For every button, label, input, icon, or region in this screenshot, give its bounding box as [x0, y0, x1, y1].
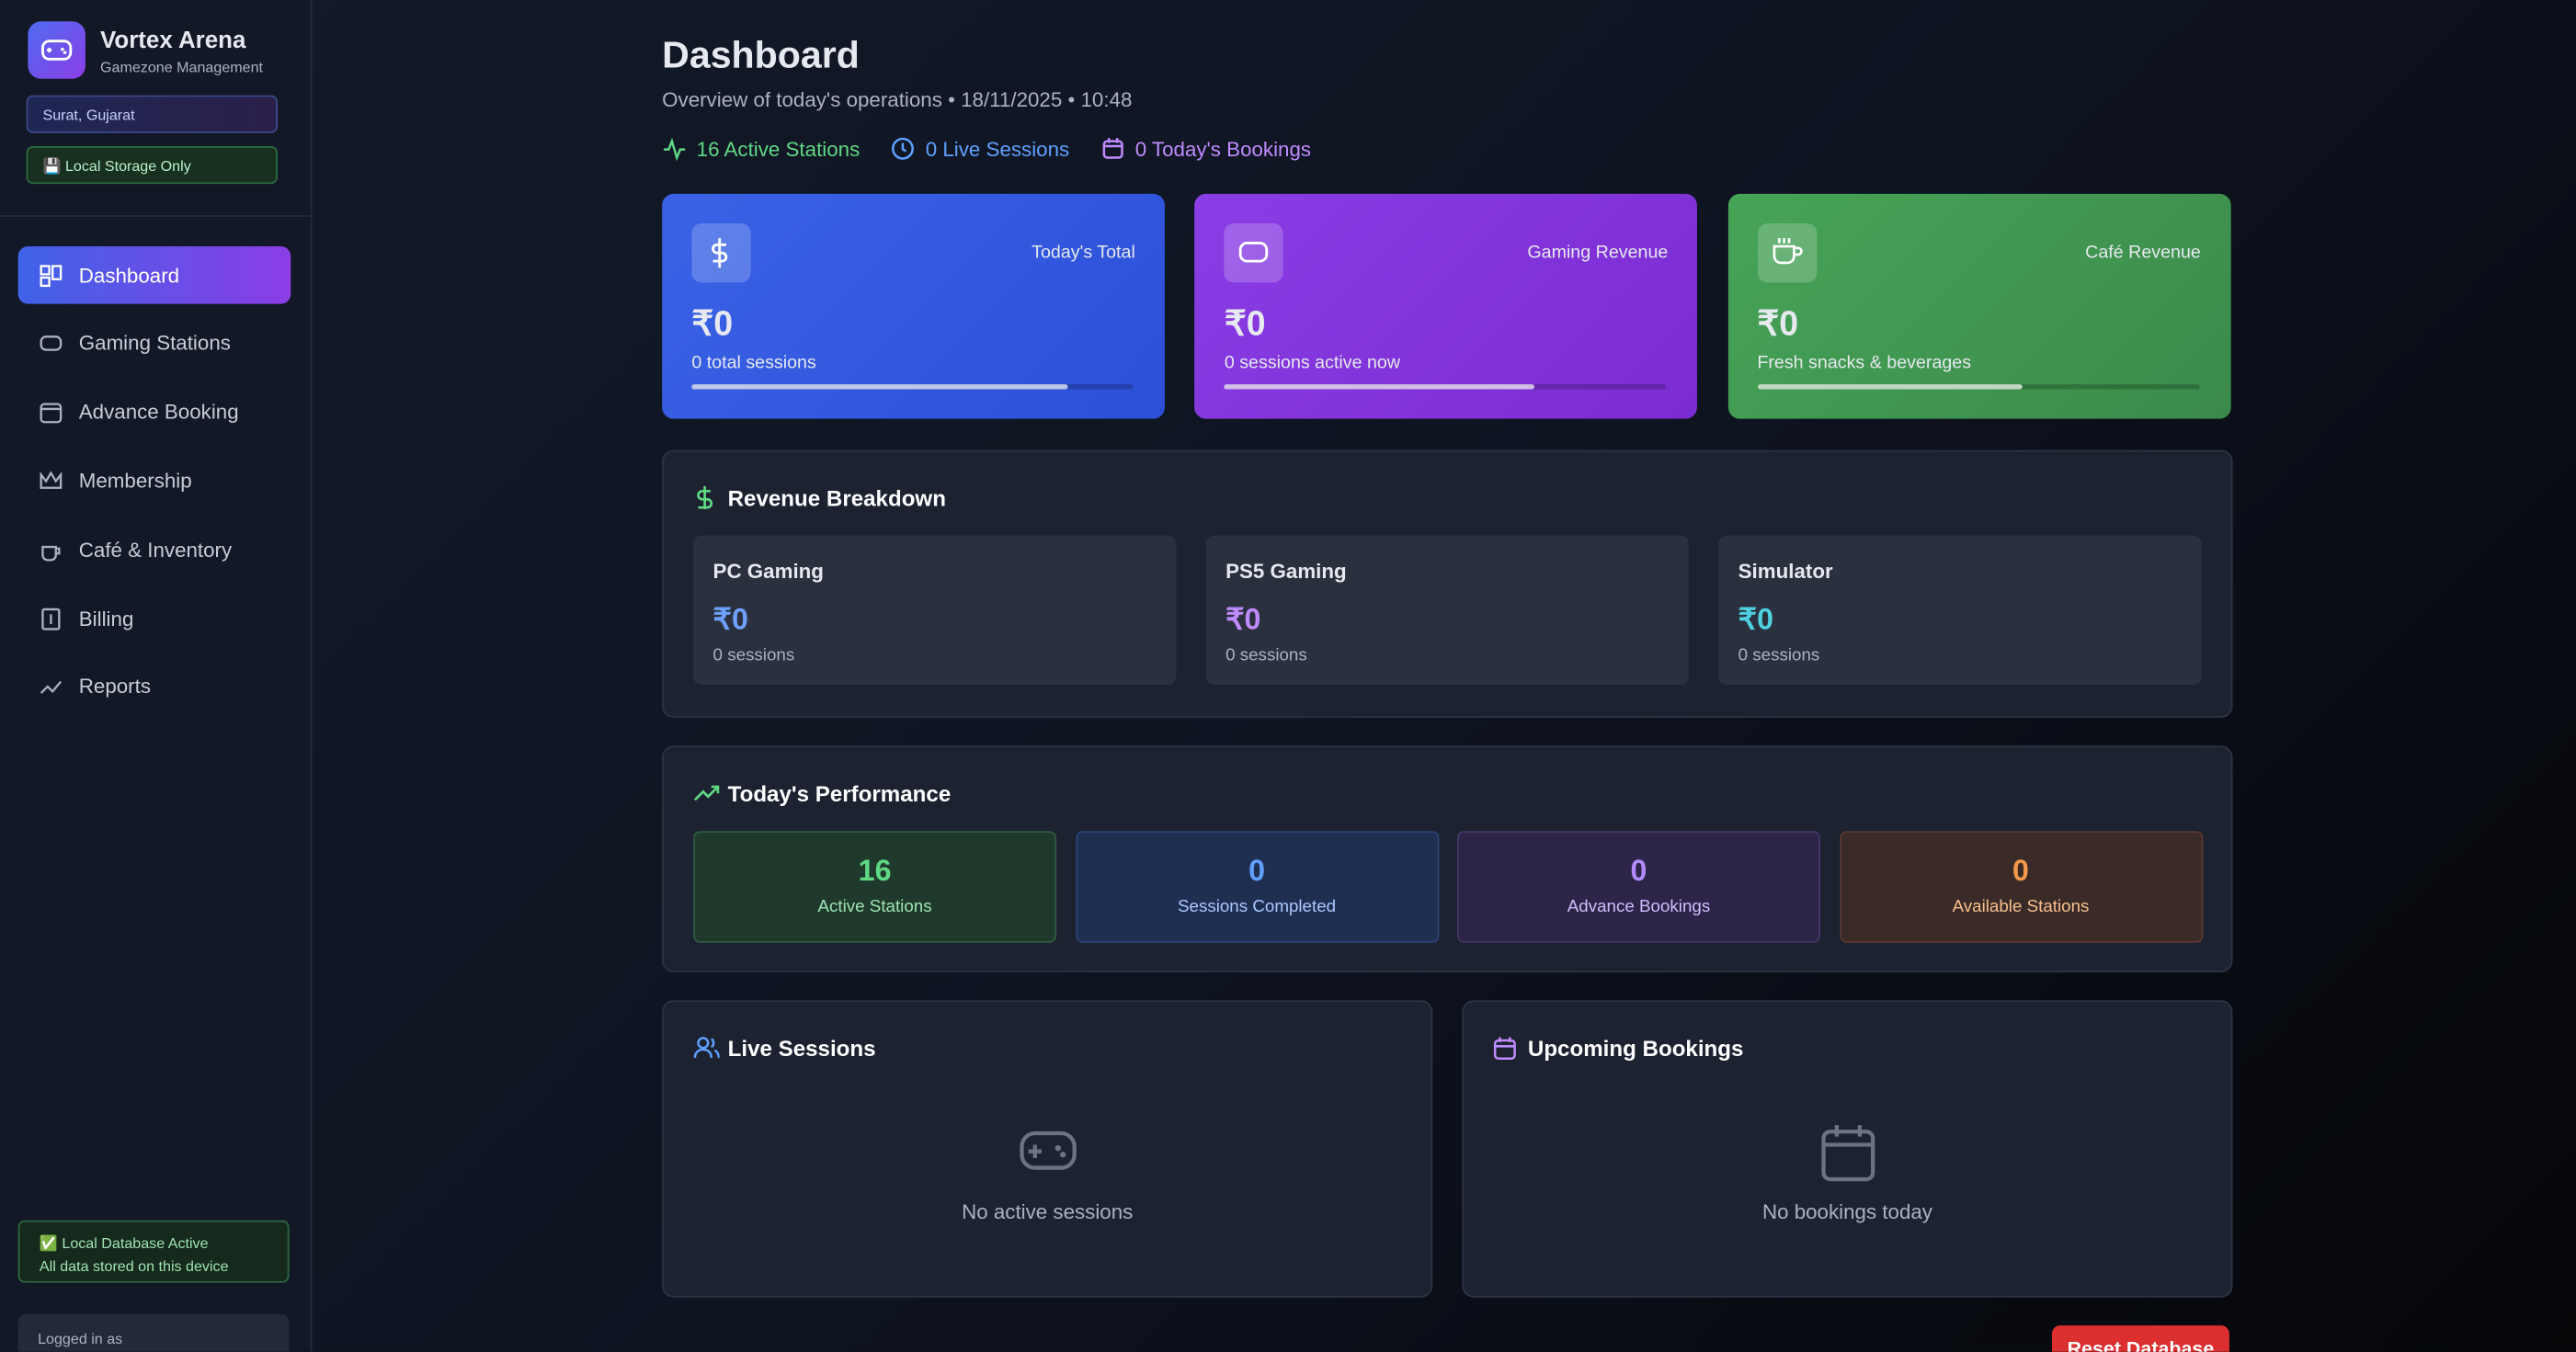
- sidebar: Vortex Arena Gamezone Management Surat, …: [0, 0, 313, 1352]
- item-sessions: 0 sessions: [712, 645, 795, 665]
- progress-track: [1757, 384, 2200, 390]
- nav-item[interactable]: Gaming Stations: [18, 315, 291, 373]
- progress-fill: [1757, 384, 2023, 390]
- card-label: Café Revenue: [2085, 243, 2201, 263]
- performance-item: 0 Sessions Completed: [1075, 831, 1439, 943]
- stat-card: Today's Total ₹0 0 total sessions: [662, 193, 1165, 419]
- revenue-item: Simulator ₹0 0 sessions: [1718, 535, 2202, 686]
- badge-text: 0 Live Sessions: [925, 137, 1070, 161]
- db-note: All data stored on this device: [39, 1257, 229, 1275]
- revenue-item: PC Gaming ₹0 0 sessions: [693, 535, 1177, 686]
- nav-item[interactable]: Membership: [18, 452, 291, 510]
- item-name: Simulator: [1738, 560, 1833, 584]
- performance-item: 16 Active Stations: [693, 831, 1057, 943]
- perf-value: 16: [858, 854, 892, 887]
- item-name: PS5 Gaming: [1225, 560, 1347, 584]
- card-label: Gaming Revenue: [1527, 243, 1669, 263]
- performance-item: 0 Advance Bookings: [1457, 831, 1820, 943]
- item-value: ₹0: [1738, 602, 1773, 636]
- revenue-item: PS5 Gaming ₹0 0 sessions: [1205, 535, 1690, 686]
- nav-item[interactable]: Dashboard: [17, 246, 291, 304]
- progress-fill: [691, 384, 1067, 390]
- progress-track: [691, 384, 1134, 390]
- panel-title: Today's Performance: [727, 781, 952, 807]
- nav-item[interactable]: Advance Booking: [18, 383, 291, 441]
- item-value: ₹0: [1225, 602, 1261, 636]
- badge: 16 Active Stations: [662, 136, 861, 162]
- progress-fill: [1224, 384, 1534, 390]
- reset-button[interactable]: Reset Database: [2051, 1325, 2229, 1352]
- item-value: ₹0: [712, 602, 748, 636]
- card-note: 0 total sessions: [691, 353, 816, 373]
- nav-label: Gaming Stations: [78, 332, 231, 356]
- card-value: ₹0: [691, 305, 734, 344]
- user-box[interactable]: Logged in as: [17, 1313, 290, 1352]
- perf-label: Active Stations: [817, 896, 932, 917]
- progress-track: [1224, 384, 1667, 390]
- perf-value: 0: [2012, 854, 2029, 887]
- empty-text: No bookings today: [1761, 1200, 1932, 1224]
- db-status-text: ✅ Local Database Active: [39, 1234, 209, 1252]
- perf-label: Available Stations: [1952, 896, 2090, 917]
- performance-panel: Today's Performance 16 Active Stations 0…: [662, 745, 2233, 972]
- card-label: Today's Total: [1032, 243, 1135, 263]
- card-value: ₹0: [1224, 305, 1266, 344]
- badge-text: 0 Today's Bookings: [1134, 137, 1312, 161]
- nav-label: Advance Booking: [78, 401, 239, 425]
- perf-value: 0: [1248, 854, 1265, 887]
- card-icon: [1757, 223, 1817, 283]
- brand-subtitle: Gamezone Management: [100, 59, 264, 76]
- divider: [0, 215, 311, 217]
- badges: 16 Active Stations 0 Live Sessions 0 Tod…: [662, 136, 1311, 162]
- nav-label: Membership: [78, 469, 192, 493]
- location: Surat, Gujarat: [26, 95, 279, 133]
- page-title: Dashboard: [662, 32, 860, 76]
- nav-item[interactable]: Billing: [18, 590, 291, 648]
- card-icon: [1224, 223, 1284, 283]
- nav-label: Billing: [78, 607, 134, 631]
- badge: 0 Live Sessions: [891, 136, 1069, 161]
- storage-badge: 💾 Local Storage Only: [26, 146, 279, 185]
- nav-label: Café & Inventory: [78, 538, 233, 562]
- nav-item[interactable]: Café & Inventory: [18, 521, 291, 579]
- badge: 0 Today's Bookings: [1100, 136, 1311, 161]
- item-name: PC Gaming: [712, 560, 824, 584]
- panel-title: Upcoming Bookings: [1527, 1036, 1744, 1062]
- badge-text: 16 Active Stations: [696, 137, 861, 161]
- nav-item[interactable]: Reports: [18, 658, 291, 716]
- stat-card: Gaming Revenue ₹0 0 sessions active now: [1194, 193, 1698, 419]
- card-note: 0 sessions active now: [1224, 353, 1401, 373]
- perf-label: Advance Bookings: [1567, 896, 1711, 917]
- nav-label: Reports: [78, 675, 152, 699]
- revenue-panel: Revenue Breakdown PC Gaming ₹0 0 session…: [662, 449, 2233, 718]
- panel-title: Live Sessions: [727, 1036, 876, 1062]
- item-sessions: 0 sessions: [1225, 645, 1307, 665]
- login-label: Logged in as: [38, 1330, 123, 1347]
- upcoming-panel: Upcoming Bookings No bookings today: [1462, 1000, 2233, 1298]
- item-sessions: 0 sessions: [1738, 645, 1820, 665]
- nav-label: Dashboard: [78, 263, 180, 287]
- card-icon: [691, 223, 751, 283]
- card-value: ₹0: [1757, 305, 1799, 344]
- performance-item: 0 Available Stations: [1839, 831, 2203, 943]
- stat-card: Café Revenue ₹0 Fresh snacks & beverages: [1727, 193, 2231, 419]
- live-sessions-panel: Live Sessions No active sessions: [662, 1000, 1433, 1298]
- logo: [28, 21, 85, 79]
- brand: Vortex Arena: [100, 28, 246, 54]
- empty-text: No active sessions: [962, 1200, 1134, 1224]
- page-subtitle: Overview of today's operations • 18/11/2…: [662, 88, 1133, 112]
- perf-value: 0: [1630, 854, 1647, 887]
- perf-label: Sessions Completed: [1177, 896, 1337, 917]
- panel-title: Revenue Breakdown: [727, 485, 946, 511]
- card-note: Fresh snacks & beverages: [1757, 353, 1972, 373]
- db-status: ✅ Local Database Active All data stored o…: [17, 1220, 290, 1283]
